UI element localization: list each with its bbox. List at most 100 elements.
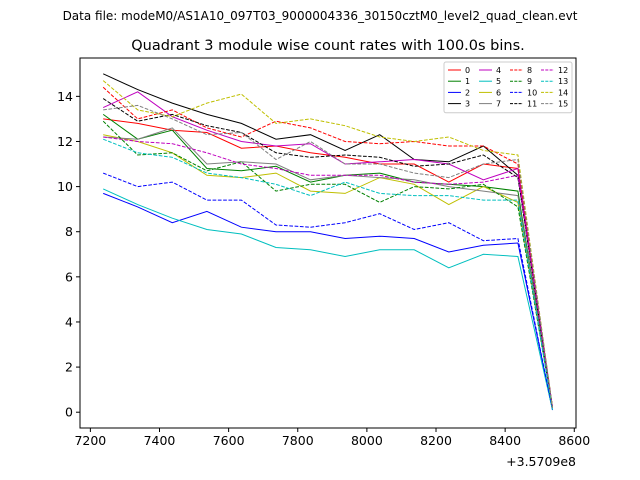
data-point-2-7 — [345, 238, 346, 239]
data-point-3-6 — [310, 134, 311, 135]
data-point-12-6 — [310, 175, 311, 176]
data-point-14-12 — [517, 154, 518, 155]
data-point-7-5 — [275, 163, 276, 164]
data-file-suptitle: Data file: modeM0/AS1A10_097T03_90000043… — [63, 9, 578, 23]
y-tick-label: 6 — [65, 269, 73, 284]
data-point-11-11 — [483, 154, 484, 155]
data-point-8-0 — [103, 87, 104, 88]
data-point-12-4 — [241, 163, 242, 164]
data-point-9-0 — [103, 121, 104, 122]
series-line-2 — [103, 192, 553, 411]
chart-title: Quadrant 3 module wise count rates with … — [131, 38, 525, 54]
data-point-12-5 — [275, 168, 276, 169]
data-point-7-2 — [172, 127, 173, 128]
data-point-0-4 — [241, 148, 242, 149]
data-point-7-12 — [517, 195, 518, 196]
data-point-13-10 — [448, 195, 449, 196]
data-point-15-1 — [137, 105, 138, 106]
data-point-1-12 — [517, 191, 518, 192]
data-point-13-2 — [172, 157, 173, 158]
data-point-15-13 — [552, 407, 553, 408]
series-line-15 — [103, 104, 553, 408]
data-point-12-0 — [103, 136, 104, 137]
data-point-14-10 — [448, 136, 449, 137]
data-point-15-8 — [379, 163, 380, 164]
data-point-12-9 — [414, 182, 415, 183]
data-point-10-1 — [137, 186, 138, 187]
data-point-14-6 — [310, 118, 311, 119]
data-point-3-4 — [241, 123, 242, 124]
data-point-2-0 — [103, 193, 104, 194]
data-point-14-3 — [206, 103, 207, 104]
legend-label-7: 7 — [496, 100, 501, 109]
data-point-8-8 — [379, 143, 380, 144]
data-point-15-3 — [206, 134, 207, 135]
data-point-15-12 — [517, 159, 518, 160]
data-point-5-10 — [448, 267, 449, 268]
data-point-13-1 — [137, 152, 138, 153]
data-point-3-7 — [345, 150, 346, 151]
data-point-0-6 — [310, 152, 311, 153]
y-tick-label: 4 — [65, 314, 73, 329]
data-point-15-0 — [103, 109, 104, 110]
data-point-2-12 — [517, 242, 518, 243]
series-line-4 — [102, 91, 553, 408]
data-point-11-7 — [345, 154, 346, 155]
data-point-5-3 — [206, 229, 207, 230]
data-point-1-4 — [241, 170, 242, 171]
data-point-2-5 — [275, 231, 276, 232]
y-tick-label: 2 — [65, 360, 73, 375]
y-tick-label: 8 — [65, 224, 73, 239]
data-point-5-7 — [345, 256, 346, 257]
data-point-15-2 — [172, 118, 173, 119]
data-point-10-10 — [448, 222, 449, 223]
data-point-5-11 — [483, 254, 484, 255]
data-point-14-8 — [379, 136, 380, 137]
legend-label-10: 10 — [527, 88, 537, 97]
data-point-8-6 — [310, 127, 311, 128]
data-point-10-2 — [172, 182, 173, 183]
data-point-14-1 — [137, 109, 138, 110]
data-point-3-1 — [137, 89, 138, 90]
x-tick-label: 8200 — [420, 433, 452, 448]
legend-label-2: 2 — [465, 88, 470, 97]
x-tick-label: 8000 — [351, 433, 383, 448]
data-point-0-10 — [448, 182, 449, 183]
data-point-13-9 — [414, 195, 415, 196]
series-line-5 — [102, 188, 553, 411]
x-tick-label: 8400 — [489, 433, 521, 448]
series-line-1 — [102, 113, 553, 408]
data-point-14-4 — [241, 94, 242, 95]
data-point-11-6 — [310, 157, 311, 158]
data-point-9-8 — [379, 202, 380, 203]
data-point-9-6 — [310, 184, 311, 185]
data-point-7-3 — [206, 163, 207, 164]
legend-label-11: 11 — [527, 100, 537, 109]
legend-label-9: 9 — [527, 77, 532, 86]
data-point-11-2 — [172, 114, 173, 115]
data-point-8-10 — [448, 145, 449, 146]
data-point-2-8 — [379, 236, 380, 237]
data-point-1-6 — [310, 182, 311, 183]
data-point-4-1 — [137, 91, 138, 92]
series-line-12 — [103, 136, 553, 408]
legend-label-12: 12 — [558, 66, 568, 75]
series-line-10 — [103, 172, 553, 411]
y-axis-ticks: 0 2 4 6 8 10 12 14 — [57, 89, 80, 420]
x-axis-offset-label: +3.5709e8 — [506, 454, 576, 469]
series-lines — [102, 73, 553, 411]
data-point-12-2 — [172, 143, 173, 144]
data-point-11-3 — [206, 125, 207, 126]
data-point-10-11 — [483, 240, 484, 241]
data-point-10-7 — [345, 222, 346, 223]
data-point-15-10 — [448, 177, 449, 178]
data-point-3-3 — [206, 114, 207, 115]
data-point-2-2 — [172, 222, 173, 223]
data-point-2-6 — [310, 231, 311, 232]
data-point-4-6 — [310, 143, 311, 144]
data-point-9-4 — [241, 161, 242, 162]
data-point-13-7 — [345, 182, 346, 183]
legend-label-14: 14 — [558, 88, 568, 97]
data-point-5-2 — [172, 218, 173, 219]
data-point-13-13 — [552, 409, 553, 410]
